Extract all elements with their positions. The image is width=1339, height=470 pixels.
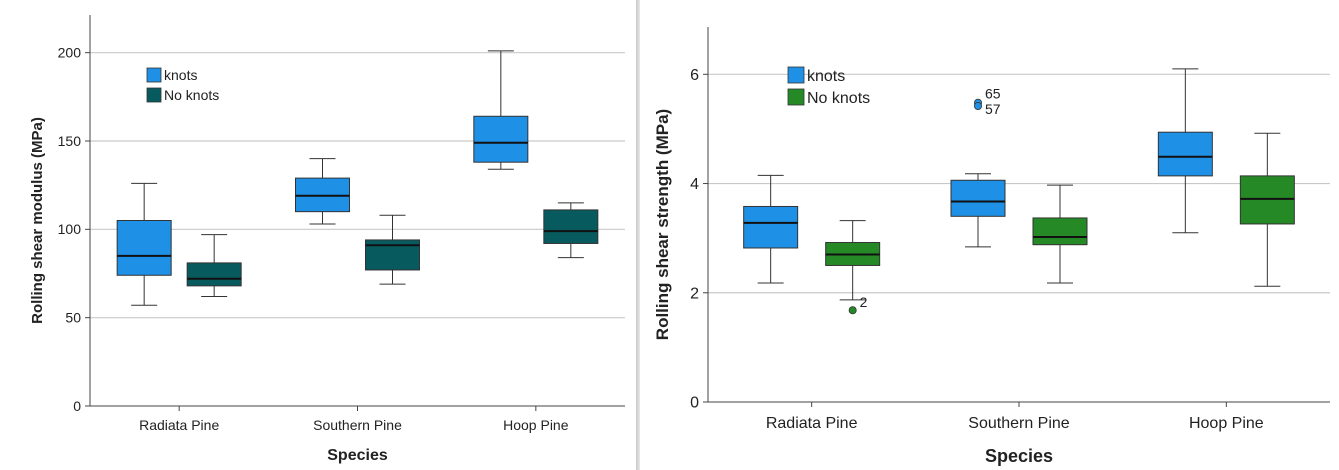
x-tick-label: Radiata Pine <box>139 417 219 433</box>
legend-label: knots <box>807 68 845 85</box>
legend-label: knots <box>164 67 197 83</box>
legend-swatch <box>787 66 805 84</box>
box-iqr <box>1032 217 1088 246</box>
outlier-label: 57 <box>985 101 1001 117</box>
panel-divider <box>636 0 640 470</box>
box-iqr <box>543 209 599 244</box>
y-tick-label: 4 <box>690 176 699 193</box>
chart-panel-modulus: 0 50 100 150 200 Radiata Pine Southern Pine Hoo… <box>0 0 636 470</box>
box-iqr <box>1157 131 1213 177</box>
x-axis-title: Species <box>327 447 388 464</box>
box-no-knots <box>186 234 242 297</box>
box-no-knots <box>543 202 599 259</box>
chart-strength: 0 2 4 6 Radiata Pine Southern Pine Hoop Pine 65… <box>653 27 1330 466</box>
x-tick-label: Southern Pine <box>313 417 402 433</box>
y-axis-title: Rolling shear modulus (MPa) <box>29 117 46 324</box>
legend-label: No knots <box>807 90 870 107</box>
y-tick-label: 0 <box>73 398 81 414</box>
box-knots <box>116 182 172 306</box>
x-tick-label: Hoop Pine <box>503 417 569 433</box>
outlier-point <box>848 306 857 315</box>
y-tick-label: 6 <box>690 67 699 84</box>
legend-swatch <box>146 67 162 83</box>
box-iqr <box>950 179 1006 217</box>
x-tick-label: Radiata Pine <box>766 415 858 432</box>
box-knots <box>743 174 799 284</box>
box-iqr <box>116 220 172 276</box>
legend-swatch <box>787 88 805 106</box>
x-axis-title: Species <box>985 446 1053 466</box>
box-no-knots <box>1239 132 1295 287</box>
legend-label: No knots <box>164 87 219 103</box>
box-iqr <box>1239 175 1295 225</box>
y-tick-label: 150 <box>58 133 82 149</box>
box-knots <box>950 173 1006 248</box>
y-tick-label: 200 <box>58 45 82 61</box>
outlier-label: 2 <box>860 294 868 310</box>
x-tick-label: Hoop Pine <box>1189 415 1264 432</box>
box-no-knots <box>1032 184 1088 284</box>
box-iqr <box>186 262 242 287</box>
y-tick-label: 50 <box>65 310 81 326</box>
box-iqr <box>473 115 529 163</box>
y-tick-label: 100 <box>58 221 82 237</box>
box-no-knots <box>365 214 420 285</box>
y-tick-label: 2 <box>690 285 699 302</box>
x-tick-label: Southern Pine <box>968 415 1070 432</box>
box-iqr <box>743 205 799 249</box>
chart-modulus: 0 50 100 150 200 Radiata Pine Southern Pine Hoo… <box>29 15 625 464</box>
box-knots <box>473 50 529 170</box>
box-knots <box>295 158 350 225</box>
outlier-label: 65 <box>985 86 1001 102</box>
box-knots <box>1157 68 1213 234</box>
outlier-point <box>973 101 982 110</box>
chart-panel-strength: 0 2 4 6 Radiata Pine Southern Pine Hoop Pine 65… <box>640 0 1339 470</box>
legend-swatch <box>146 87 162 103</box>
y-tick-label: 0 <box>690 395 699 412</box>
y-axis-title: Rolling shear strength (MPa) <box>653 109 672 340</box>
box-no-knots <box>825 220 881 301</box>
